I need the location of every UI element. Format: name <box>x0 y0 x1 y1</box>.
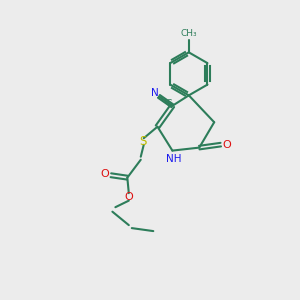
Text: O: O <box>124 192 133 202</box>
Text: O: O <box>100 169 109 179</box>
Text: S: S <box>139 135 146 148</box>
Text: CH₃: CH₃ <box>181 29 197 38</box>
Text: O: O <box>222 140 231 150</box>
Text: NH: NH <box>166 154 182 164</box>
Text: N: N <box>151 88 158 98</box>
Text: C: C <box>166 99 172 108</box>
